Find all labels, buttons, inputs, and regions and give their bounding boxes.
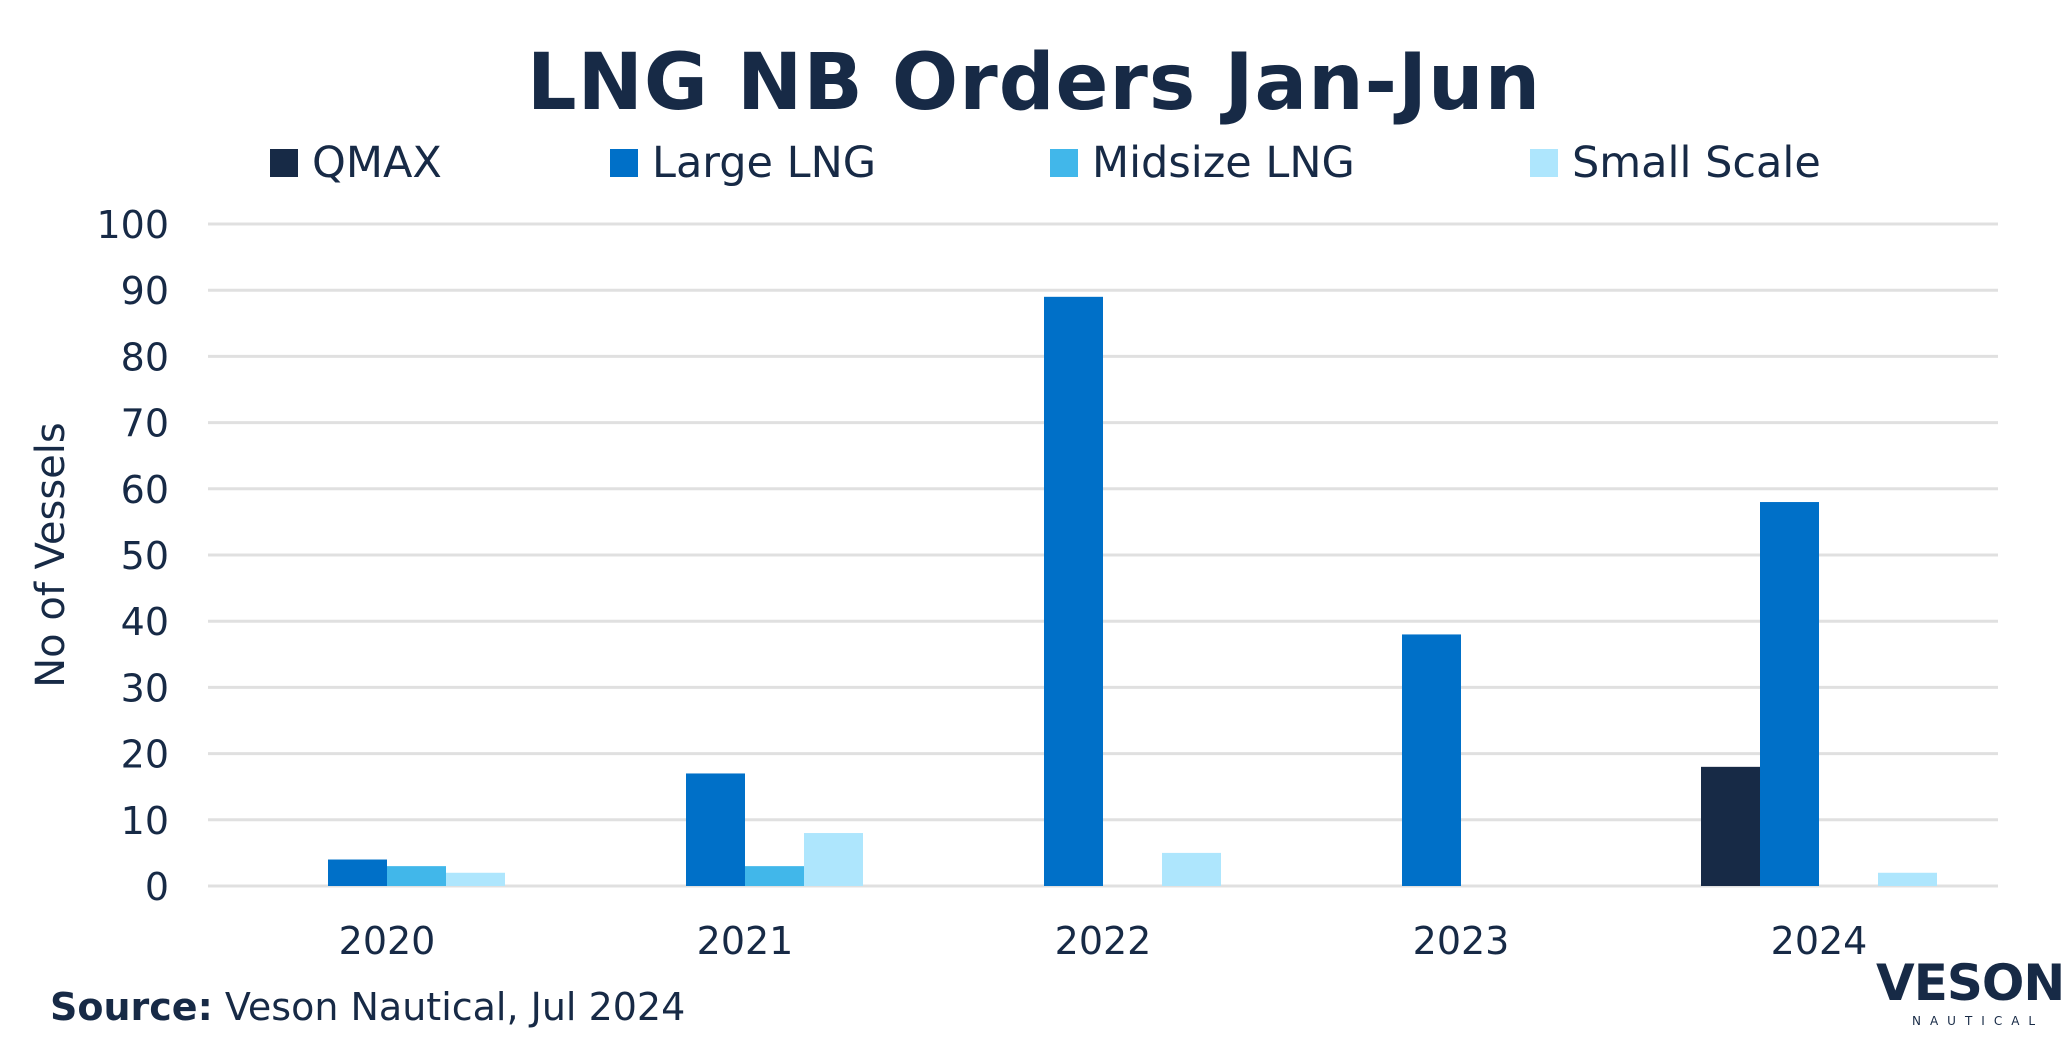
bar-large-lng-2021 <box>686 773 745 886</box>
y-tick-label: 40 <box>121 600 169 644</box>
source-label: Source: <box>50 985 213 1029</box>
y-tick-label: 50 <box>121 534 169 578</box>
legend-swatch <box>610 149 638 177</box>
bar-small-scale-2020 <box>446 872 505 886</box>
bar-small-scale-2022 <box>1162 852 1221 886</box>
y-axis-label: No of Vessels <box>28 422 74 688</box>
y-tick-label: 20 <box>121 733 169 777</box>
legend-label: QMAX <box>312 138 442 188</box>
legend-label: Midsize LNG <box>1092 138 1355 188</box>
y-tick-label: 30 <box>121 666 169 710</box>
legend-swatch <box>270 149 298 177</box>
bar-qmax-2024 <box>1701 766 1760 886</box>
x-tick-label: 2023 <box>1413 919 1510 963</box>
y-tick-label: 100 <box>96 203 169 247</box>
legend: QMAX Large LNG Midsize LNG Small Scale <box>0 138 2068 188</box>
logo-sub: NAUTICAL <box>1912 1014 2045 1028</box>
legend-item: Large LNG <box>610 138 876 188</box>
bar-large-lng-2022 <box>1044 296 1103 886</box>
y-tick-label: 70 <box>121 402 169 446</box>
veson-logo: VESON NAUTICAL <box>1876 958 2065 1030</box>
source-note: Source: Veson Nautical, Jul 2024 <box>50 985 685 1029</box>
bar-small-scale-2024 <box>1878 872 1937 886</box>
y-tick-label: 80 <box>121 335 169 379</box>
legend-swatch <box>1050 149 1078 177</box>
logo-word: VESON <box>1876 954 2065 1012</box>
legend-label: Large LNG <box>652 138 877 188</box>
x-tick-label: 2022 <box>1055 919 1152 963</box>
y-tick-label: 0 <box>145 865 169 909</box>
legend-swatch <box>1530 149 1558 177</box>
x-tick-label: 2021 <box>697 919 794 963</box>
chart-title: LNG NB Orders Jan-Jun <box>526 38 1542 128</box>
bar-large-lng-2023 <box>1402 634 1461 886</box>
bar-large-lng-2024 <box>1760 502 1819 886</box>
legend-item: Midsize LNG <box>1050 138 1355 188</box>
y-tick-label: 60 <box>121 468 169 512</box>
bar-large-lng-2020 <box>328 859 387 886</box>
bar-midsize-lng-2020 <box>387 866 446 886</box>
y-tick-label: 10 <box>121 799 169 843</box>
bar-midsize-lng-2021 <box>745 866 804 886</box>
x-tick-label: 2024 <box>1771 919 1868 963</box>
legend-label: Small Scale <box>1572 138 1821 188</box>
bar-small-scale-2021 <box>804 833 863 886</box>
legend-item: QMAX <box>270 138 442 188</box>
y-tick-label: 90 <box>121 269 169 313</box>
legend-item: Small Scale <box>1530 138 1821 188</box>
source-text: Veson Nautical, Jul 2024 <box>224 985 686 1029</box>
x-tick-label: 2020 <box>339 919 436 963</box>
